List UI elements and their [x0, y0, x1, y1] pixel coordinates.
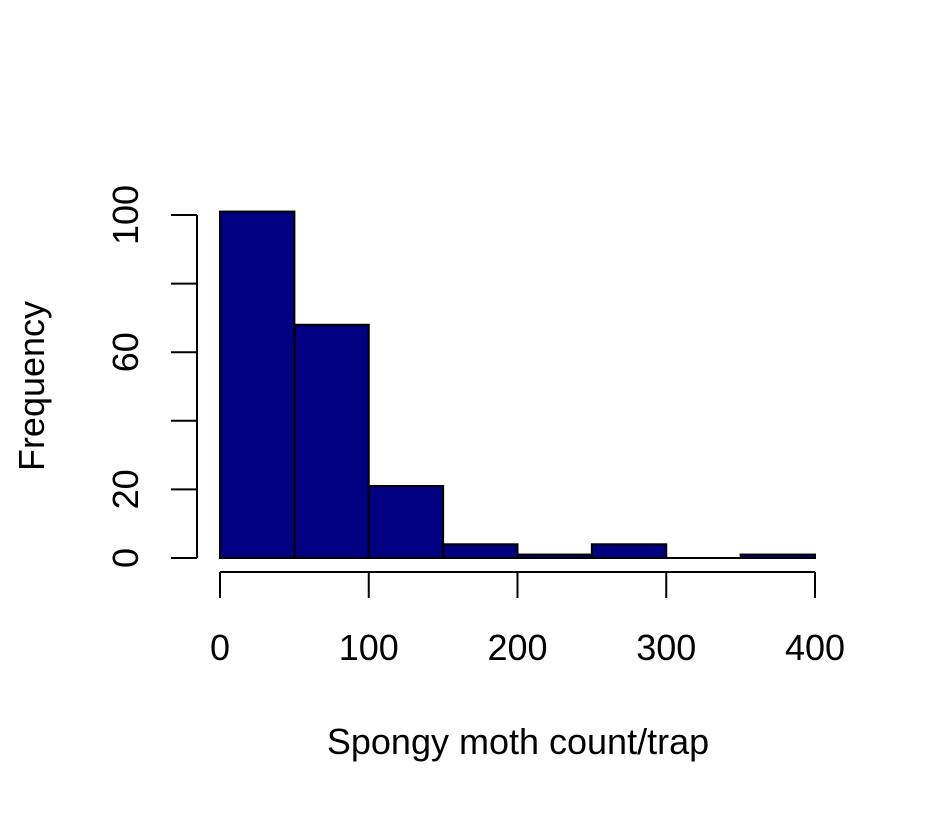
histogram-bars — [219, 210, 816, 560]
x-axis: 0 100 200 300 400 — [210, 571, 845, 668]
y-tick-label: 100 — [105, 185, 146, 245]
x-tick-label: 400 — [785, 627, 845, 668]
y-tick-label: 0 — [105, 548, 146, 568]
histogram-bar — [739, 553, 816, 560]
histogram-bar — [219, 210, 296, 559]
x-tick-label: 200 — [487, 627, 547, 668]
x-tick-label: 300 — [636, 627, 696, 668]
histogram-bar — [516, 553, 593, 560]
y-tick-label: 20 — [105, 469, 146, 509]
histogram-bar — [442, 543, 519, 560]
y-axis-label: Frequency — [11, 301, 52, 471]
x-axis-label: Spongy moth count/trap — [327, 721, 709, 762]
y-tick-label: 60 — [105, 332, 146, 372]
x-tick-label: 0 — [210, 627, 230, 668]
histogram-bar — [367, 484, 445, 559]
histogram-bar — [293, 323, 370, 560]
histogram-bar — [590, 543, 668, 560]
y-axis: 0 20 60 100 — [105, 185, 198, 568]
x-tick-label: 100 — [339, 627, 399, 668]
